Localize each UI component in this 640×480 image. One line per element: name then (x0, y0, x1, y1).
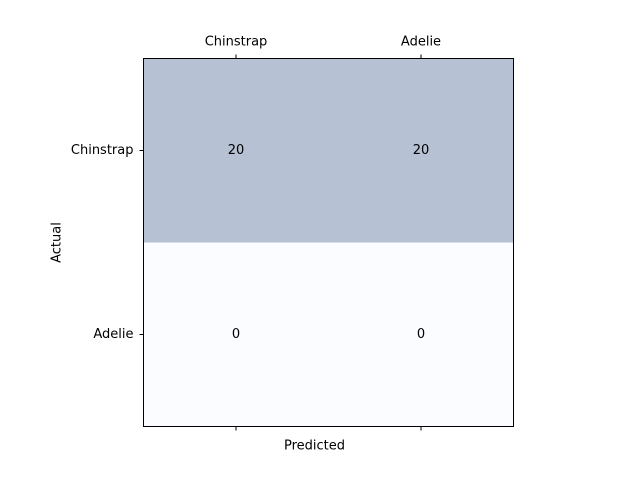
y-tick-label-chinstrap: Chinstrap (71, 143, 134, 158)
x-tick-label-chinstrap: Chinstrap (205, 35, 268, 50)
plot-frame (143, 58, 514, 427)
cell-value-chinstrap-adelie: 20 (413, 143, 430, 158)
y-tick-label-adelie: Adelie (93, 327, 133, 342)
cell-chinstrap-adelie (328, 58, 514, 243)
cell-value-adelie-adelie: 0 (417, 327, 425, 342)
x-axis-title: Predicted (284, 439, 345, 454)
cell-chinstrap-chinstrap (143, 58, 329, 243)
cell-adelie-adelie (328, 242, 514, 427)
y-axis-title: Actual (50, 222, 65, 263)
cell-value-chinstrap-chinstrap: 20 (228, 143, 245, 158)
y-axis-ticks: Chinstrap Adelie (71, 143, 144, 342)
cell-value-adelie-chinstrap: 0 (232, 327, 240, 342)
matrix-cells (143, 58, 514, 427)
x-tick-label-adelie: Adelie (401, 35, 441, 50)
x-axis-ticks: Chinstrap Adelie (205, 35, 441, 431)
cell-adelie-chinstrap (143, 242, 329, 427)
matrix-cell-labels: 20 20 0 0 (228, 143, 430, 342)
